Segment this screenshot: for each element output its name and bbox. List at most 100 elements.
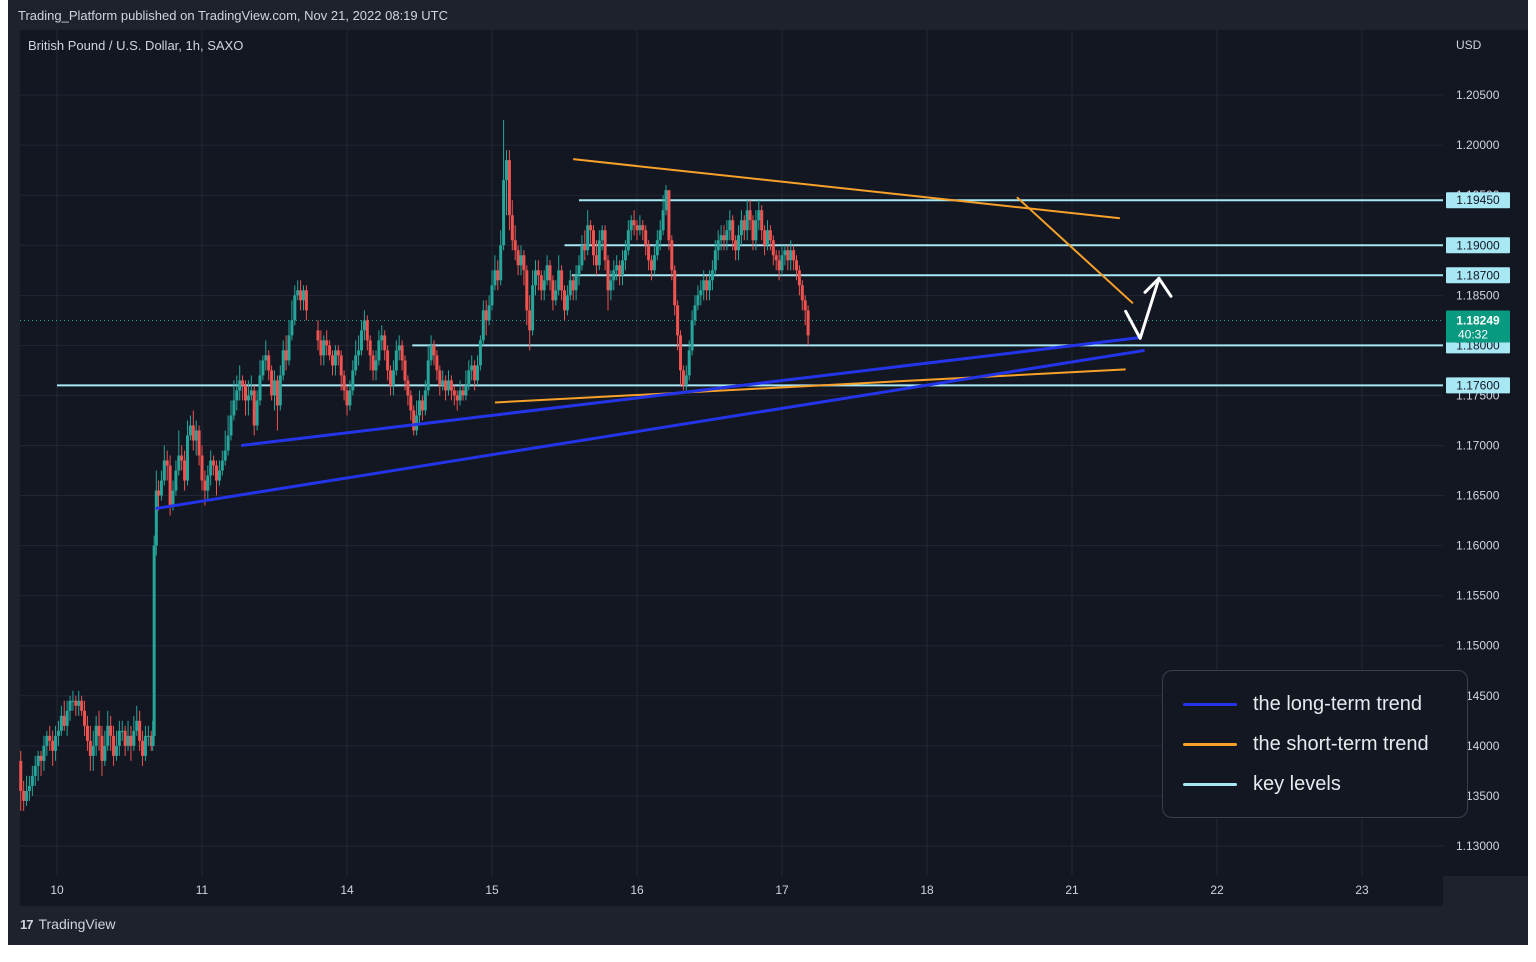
candle-body [806,310,810,336]
candle-body [165,460,169,466]
candle-body [117,730,121,746]
candle-body [287,335,291,361]
candle-body [56,730,60,736]
candle-body [789,250,793,261]
candle-body [45,735,49,746]
candle-body [226,435,230,451]
legend-item-long-term-trend: the long-term trend [1183,693,1422,716]
x-tick-label: 18 [920,883,934,897]
candle-body [725,230,729,241]
candle-body [797,270,801,286]
candle-body [159,480,163,496]
candle-body [803,300,807,311]
candle-body [374,360,378,371]
candle-body [229,415,233,436]
tradingview-logo[interactable]: 17 TradingView [20,916,116,932]
y-tick-label: 1.20000 [1456,138,1500,152]
candle-body [751,220,755,241]
candle-body [88,740,92,756]
candle-body [655,240,659,256]
candle-body [476,365,479,381]
candle-body [705,280,709,291]
candle-body [586,225,590,251]
legend-item-key-levels: key levels [1183,773,1341,796]
candle-body [502,180,506,246]
candle-body [696,295,700,306]
trendlines [155,158,1145,511]
candle-body [731,220,735,241]
candle-body [420,400,424,411]
candle-body [594,255,598,266]
candle-body [249,390,253,396]
candle-body [719,235,723,241]
candle-body [429,345,433,361]
x-tick-label: 16 [630,883,644,897]
candle-body [676,305,680,336]
candle-body [114,745,118,756]
candle-body [484,310,488,321]
candle-body [351,370,355,391]
candle-body [19,760,23,791]
long-term-trendline [240,335,1142,447]
legend-label-short-term: the short-term trend [1253,733,1429,755]
candle-body [209,460,213,476]
candle-body [693,305,697,321]
time-axis[interactable]: 10 11 14 15 16 17 18 21 22 23 [50,883,1369,897]
key-level-tag [1446,237,1510,254]
candle-body [112,735,116,756]
candle-body [106,725,110,746]
candle-body [302,290,305,301]
candle-body [174,470,178,491]
candle-body [661,210,665,231]
candle-body [397,345,401,351]
candle-body [783,250,787,256]
candle-body [571,280,575,291]
candle-body [560,270,564,291]
candle-body [644,230,648,246]
last-price-tag [1446,310,1510,343]
candle-body [606,260,610,291]
candle-body [293,295,297,321]
candle-body [574,275,578,291]
candle-body [91,745,95,756]
candle-body [754,220,758,241]
candle-body [652,255,656,271]
candle-body [757,210,761,221]
candle-body [467,370,471,386]
level-price-tags: 1.194501.190001.187001.180001.176001.182… [1446,192,1510,394]
candle-body [449,380,453,391]
candle-body [135,720,139,731]
candle-body [217,470,221,481]
candle-body [565,295,569,311]
candle-body [444,380,448,391]
y-tick-label: 1.15000 [1456,639,1500,653]
candle-body [708,280,711,291]
key-level-tag-label: 1.18700 [1456,268,1500,282]
candle-body [592,230,595,256]
candle-body [623,250,627,261]
candle-body [270,370,274,396]
candle-body [238,380,242,391]
y-tick-label: 1.15500 [1456,589,1500,603]
candle-body [737,235,740,251]
legend-swatch-short-term [1183,743,1237,746]
x-tick-label: 21 [1065,883,1079,897]
candle-body [699,290,703,296]
candle-body [626,230,630,251]
candle-body [542,280,546,291]
candle-body [132,730,136,746]
candle-body [568,280,572,296]
candle-body [278,375,282,406]
candle-body [473,365,477,381]
candle-body [194,430,198,441]
x-tick-label: 22 [1210,883,1224,897]
x-tick-label: 14 [340,883,354,897]
candle-body [650,260,653,271]
candle-body [403,360,407,381]
candle-body [281,350,285,376]
candle-body [267,355,271,371]
candle-body [528,310,532,331]
candle-body [386,350,390,371]
y-tick-label: 1.16500 [1456,489,1500,503]
